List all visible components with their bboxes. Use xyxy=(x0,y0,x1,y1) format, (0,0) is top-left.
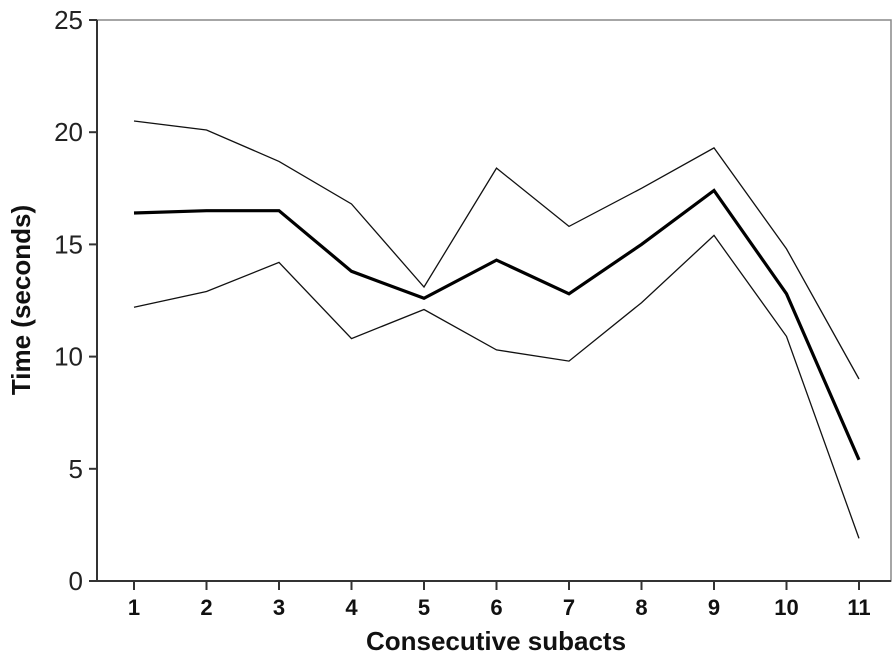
x-tick-label: 6 xyxy=(490,595,502,620)
y-tick-label: 20 xyxy=(54,117,83,147)
y-tick-label: 15 xyxy=(54,229,83,259)
y-tick-label: 10 xyxy=(54,342,83,372)
x-tick-label: 2 xyxy=(200,595,212,620)
mean-line xyxy=(133,188,861,461)
upper-bound-line xyxy=(133,120,860,380)
x-tick-label: 4 xyxy=(345,595,358,620)
y-tick-label: 5 xyxy=(69,454,83,484)
x-tick-label: 10 xyxy=(774,595,798,620)
x-tick-label: 5 xyxy=(418,595,430,620)
y-axis-title: Time (seconds) xyxy=(6,205,36,395)
x-tick-label: 1 xyxy=(128,595,140,620)
x-tick-label: 8 xyxy=(635,595,647,620)
x-axis-title: Consecutive subacts xyxy=(366,626,626,656)
series-layer xyxy=(133,120,861,539)
x-tick-label: 9 xyxy=(708,595,720,620)
y-tick-label: 25 xyxy=(54,5,83,35)
x-tick-label: 3 xyxy=(273,595,285,620)
x-tick-label: 11 xyxy=(847,595,870,620)
x-tick-label: 7 xyxy=(563,595,575,620)
lower-bound-line xyxy=(133,234,860,539)
plot-frame xyxy=(96,19,892,582)
plot-border xyxy=(96,19,892,582)
y-axis: 0 5 10 15 20 25 xyxy=(54,5,97,596)
y-tick-label: 0 xyxy=(69,566,83,596)
x-axis: 1 2 3 4 5 6 7 8 9 10 11 xyxy=(128,581,871,620)
